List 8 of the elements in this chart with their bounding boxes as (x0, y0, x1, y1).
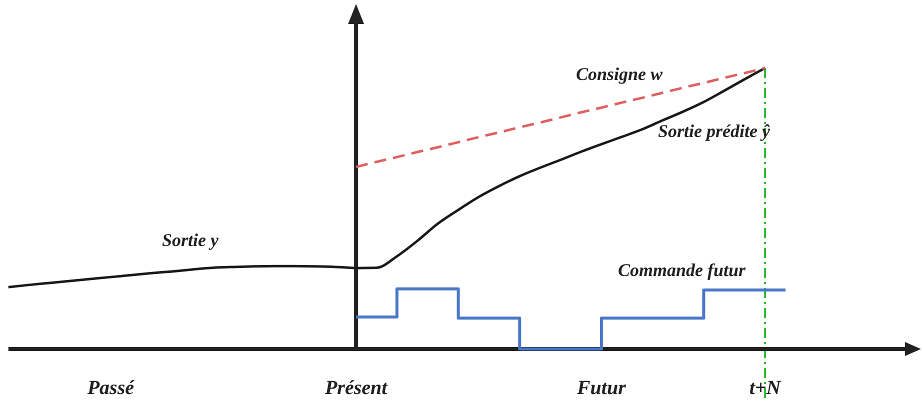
x-tick-label: Futur (576, 377, 626, 399)
x-tick-label: Présent (324, 377, 389, 399)
x-tick-label: t+N (749, 377, 782, 399)
x-tick-label: Passé (86, 377, 136, 399)
series-label: Sortie prédite ŷ (658, 121, 771, 141)
series-label: Sortie y (162, 230, 220, 250)
series-label: Consigne w (576, 64, 664, 84)
series-label: Commande futur (618, 260, 747, 280)
